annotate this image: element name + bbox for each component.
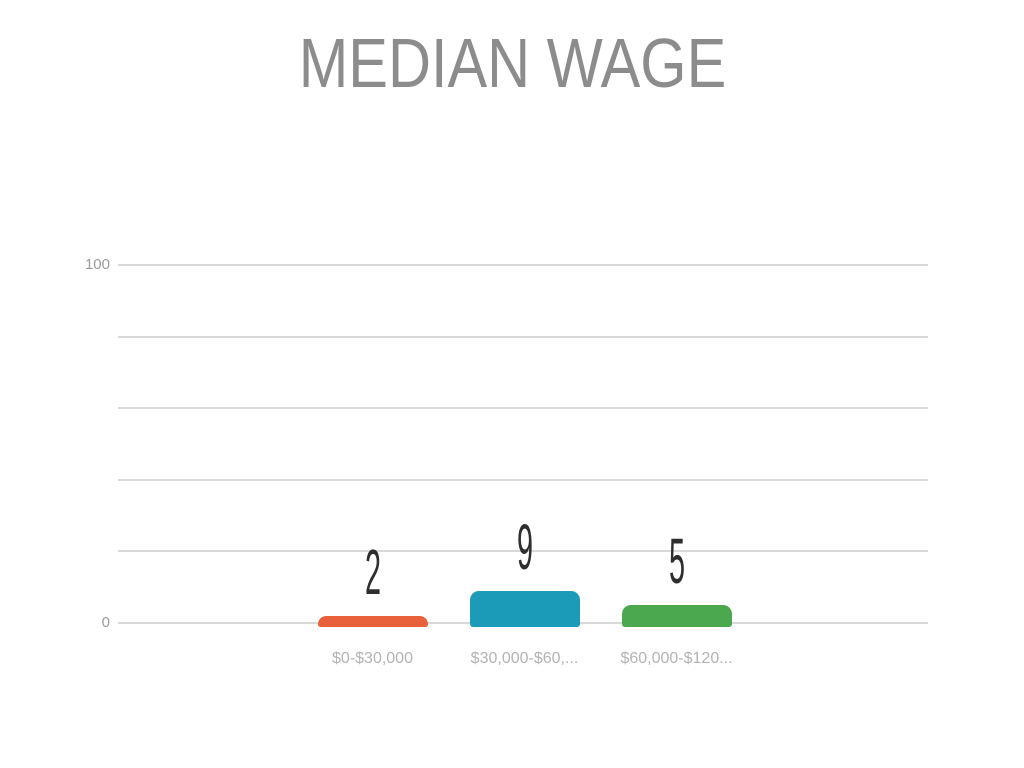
chart-title-text: MEDIAN WAGE xyxy=(298,24,726,102)
bar-30000-60000[interactable] xyxy=(469,590,580,627)
gridline-60 xyxy=(118,407,928,410)
bar-value-label-1: 9 xyxy=(516,510,533,583)
y-axis-tick-100: 100 xyxy=(84,256,110,273)
bar-value-label-2: 5 xyxy=(668,525,685,598)
y-axis-tick-0: 0 xyxy=(101,614,110,631)
gridline-40 xyxy=(118,478,928,481)
x-axis-label-1: $30,000-$60,... xyxy=(470,650,579,667)
bar-60000-120000[interactable] xyxy=(621,605,732,627)
gridline-80 xyxy=(118,335,928,338)
x-axis-label-0: $0-$30,000 xyxy=(332,650,413,667)
bar-0-30000[interactable] xyxy=(317,615,428,627)
x-axis-label-2: $60,000-$120... xyxy=(620,650,733,667)
gridline-20 xyxy=(118,550,928,553)
chart-title: MEDIAN WAGE xyxy=(0,28,1024,98)
bar-value-label-0: 2 xyxy=(364,535,381,608)
gridline-100 xyxy=(118,264,928,266)
